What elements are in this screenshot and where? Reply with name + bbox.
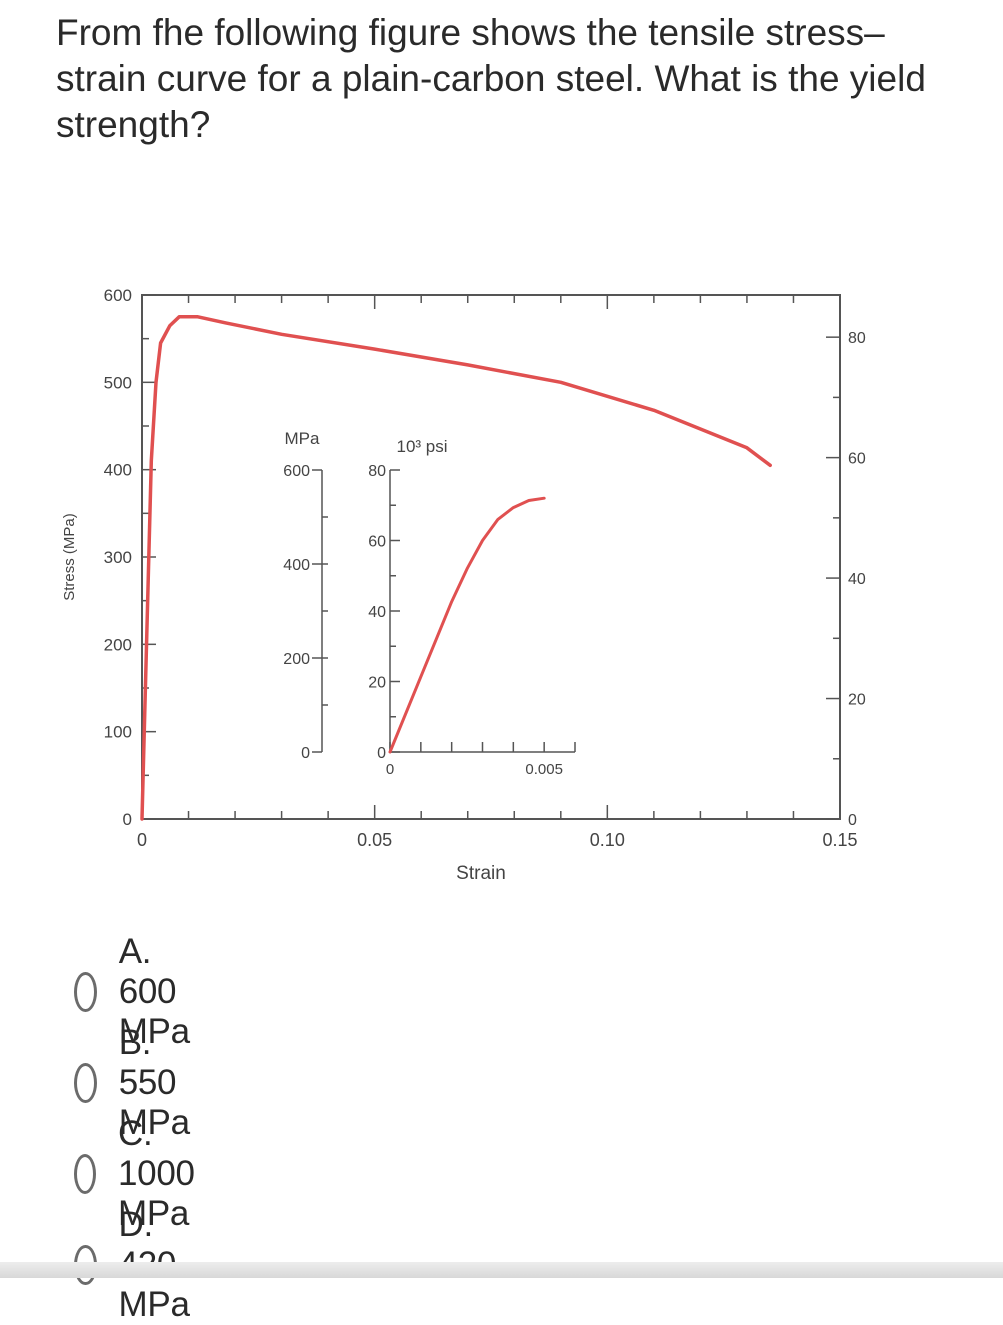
main-plot-frame xyxy=(141,294,841,820)
stress-strain-figure: 0 100 200 300 400 500 600 0 20 40 60 80 0 0.05 0.10 0.1… xyxy=(50,285,916,905)
option-c[interactable]: C. 1000 MPa xyxy=(74,1114,213,1234)
y2-tick-label: 60 xyxy=(848,451,866,468)
bottom-edge xyxy=(0,1262,1003,1278)
radio-button[interactable] xyxy=(74,972,97,1012)
y-tick-label: 600 xyxy=(104,286,132,305)
inset-psi-tick-label: 0 xyxy=(377,745,386,762)
inset-mpa-tick-label: 200 xyxy=(283,651,310,668)
y-tick-label: 200 xyxy=(104,635,132,654)
inset-mpa-tick-label: 600 xyxy=(283,463,310,480)
inset-psi-tick-label: 40 xyxy=(368,604,386,621)
y-tick-label: 400 xyxy=(104,461,132,480)
radio-button[interactable] xyxy=(74,1154,97,1194)
y-tick-label: 100 xyxy=(104,723,132,742)
x-tick-label: 0 xyxy=(137,830,147,850)
inset-mpa-tick-label: 0 xyxy=(301,745,310,762)
inset-x-tick-label: 0.005 xyxy=(525,761,563,778)
inset-mpa-label: MPa xyxy=(285,429,321,448)
y2-tick-label: 40 xyxy=(848,571,866,588)
option-label: A. 600 MPa xyxy=(118,932,190,1051)
y2-tick-label: 0 xyxy=(848,812,857,829)
inset-psi-tick-label: 80 xyxy=(368,463,386,480)
y2-tick-label: 20 xyxy=(848,692,866,709)
option-label: C. 1000 MPa xyxy=(118,1114,195,1233)
radio-button[interactable] xyxy=(74,1063,97,1103)
inset-psi-tick-label: 20 xyxy=(368,675,386,692)
option-b[interactable]: B. 550 MPa xyxy=(74,1023,207,1143)
inset-psi-label: 10³ psi xyxy=(396,437,447,456)
option-label: B. 550 MPa xyxy=(118,1023,190,1142)
inset-stress-strain-curve xyxy=(388,496,546,754)
y2-tick-label: 80 xyxy=(848,330,866,347)
question-text: From fhe following figure shows the tens… xyxy=(56,12,926,145)
x-tick-label: 0.15 xyxy=(822,830,857,850)
y-tick-label: 0 xyxy=(123,810,132,829)
inset-mpa-tick-label: 400 xyxy=(283,557,310,574)
x-tick-label: 0.10 xyxy=(590,830,625,850)
y-axis-label: Stress (MPa) xyxy=(61,513,78,601)
y-tick-label: 500 xyxy=(104,373,132,392)
main-stress-strain-curve xyxy=(140,315,772,821)
inset-x-tick-label: 0 xyxy=(386,761,394,778)
x-axis-label: Strain xyxy=(456,863,506,884)
option-a[interactable]: A. 600 MPa xyxy=(74,932,207,1052)
x-tick-label: 0.05 xyxy=(357,830,392,850)
inset-psi-tick-label: 60 xyxy=(368,534,386,551)
y-tick-label: 300 xyxy=(104,548,132,567)
